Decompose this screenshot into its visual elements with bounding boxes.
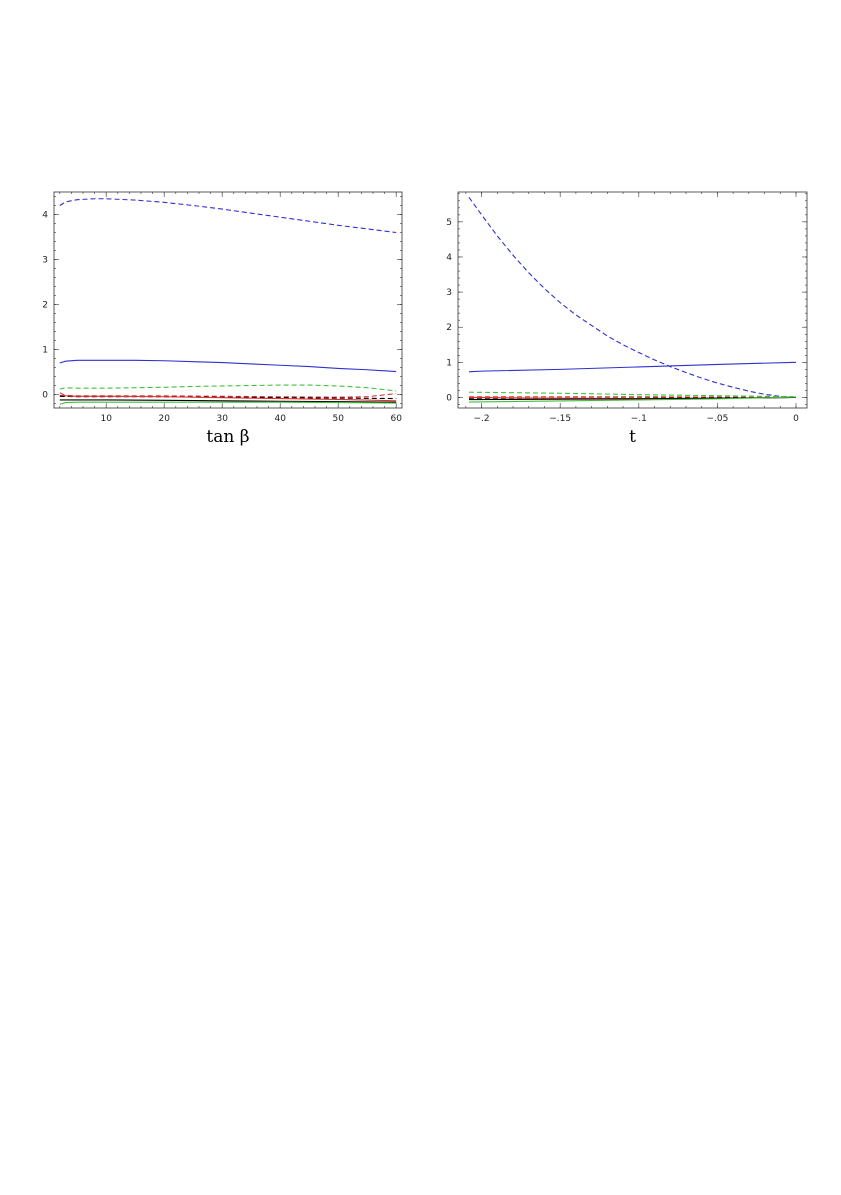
x-tick-label: −.2 xyxy=(474,414,490,424)
x-tick-label: 10 xyxy=(100,414,112,424)
x-tick-label: −.05 xyxy=(706,414,728,424)
right-plot-panel: −.2 −.15 −.1 −.05 0 0 1 2 3 4 5 t xyxy=(446,191,808,447)
x-tick-label: −.1 xyxy=(631,414,647,424)
y-tick-label: 1 xyxy=(446,358,452,368)
y-tick-label: 0 xyxy=(42,391,48,401)
series-line-8 xyxy=(59,401,397,405)
x-axis-title: tan β xyxy=(206,427,249,447)
x-tick-label: 20 xyxy=(158,414,170,424)
plot-frame xyxy=(457,191,808,409)
series-line-1 xyxy=(59,198,397,234)
left-plot-panel: 10 20 30 40 50 60 0 1 2 3 4 tan β xyxy=(42,191,403,447)
plot-frame xyxy=(53,191,403,409)
y-tick-label: 2 xyxy=(446,323,452,333)
series-line-2 xyxy=(468,361,797,373)
series-line-3 xyxy=(59,384,397,392)
x-axis-title: t xyxy=(629,427,636,447)
y-tick-label: 4 xyxy=(446,253,452,263)
y-tick-label: 5 xyxy=(446,218,452,228)
series-line-3 xyxy=(468,391,797,398)
series-line-1 xyxy=(468,196,797,399)
x-tick-label: 50 xyxy=(332,414,344,424)
series-line-6 xyxy=(59,392,397,402)
x-tick-label: 0 xyxy=(793,414,799,424)
series-line-2 xyxy=(59,359,397,373)
y-tick-label: 0 xyxy=(446,393,452,403)
y-tick-label: 1 xyxy=(42,346,48,356)
x-tick-label: −.15 xyxy=(549,414,571,424)
x-tick-label: 30 xyxy=(216,414,228,424)
x-tick-label: 40 xyxy=(274,414,286,424)
y-tick-label: 4 xyxy=(42,211,48,221)
y-tick-label: 3 xyxy=(446,288,452,298)
y-tick-label: 2 xyxy=(42,301,48,311)
x-tick-label: 60 xyxy=(390,414,402,424)
y-tick-label: 3 xyxy=(42,256,48,266)
series-line-7 xyxy=(59,399,397,403)
series-line-8 xyxy=(468,396,797,403)
series-line-5 xyxy=(59,395,397,400)
